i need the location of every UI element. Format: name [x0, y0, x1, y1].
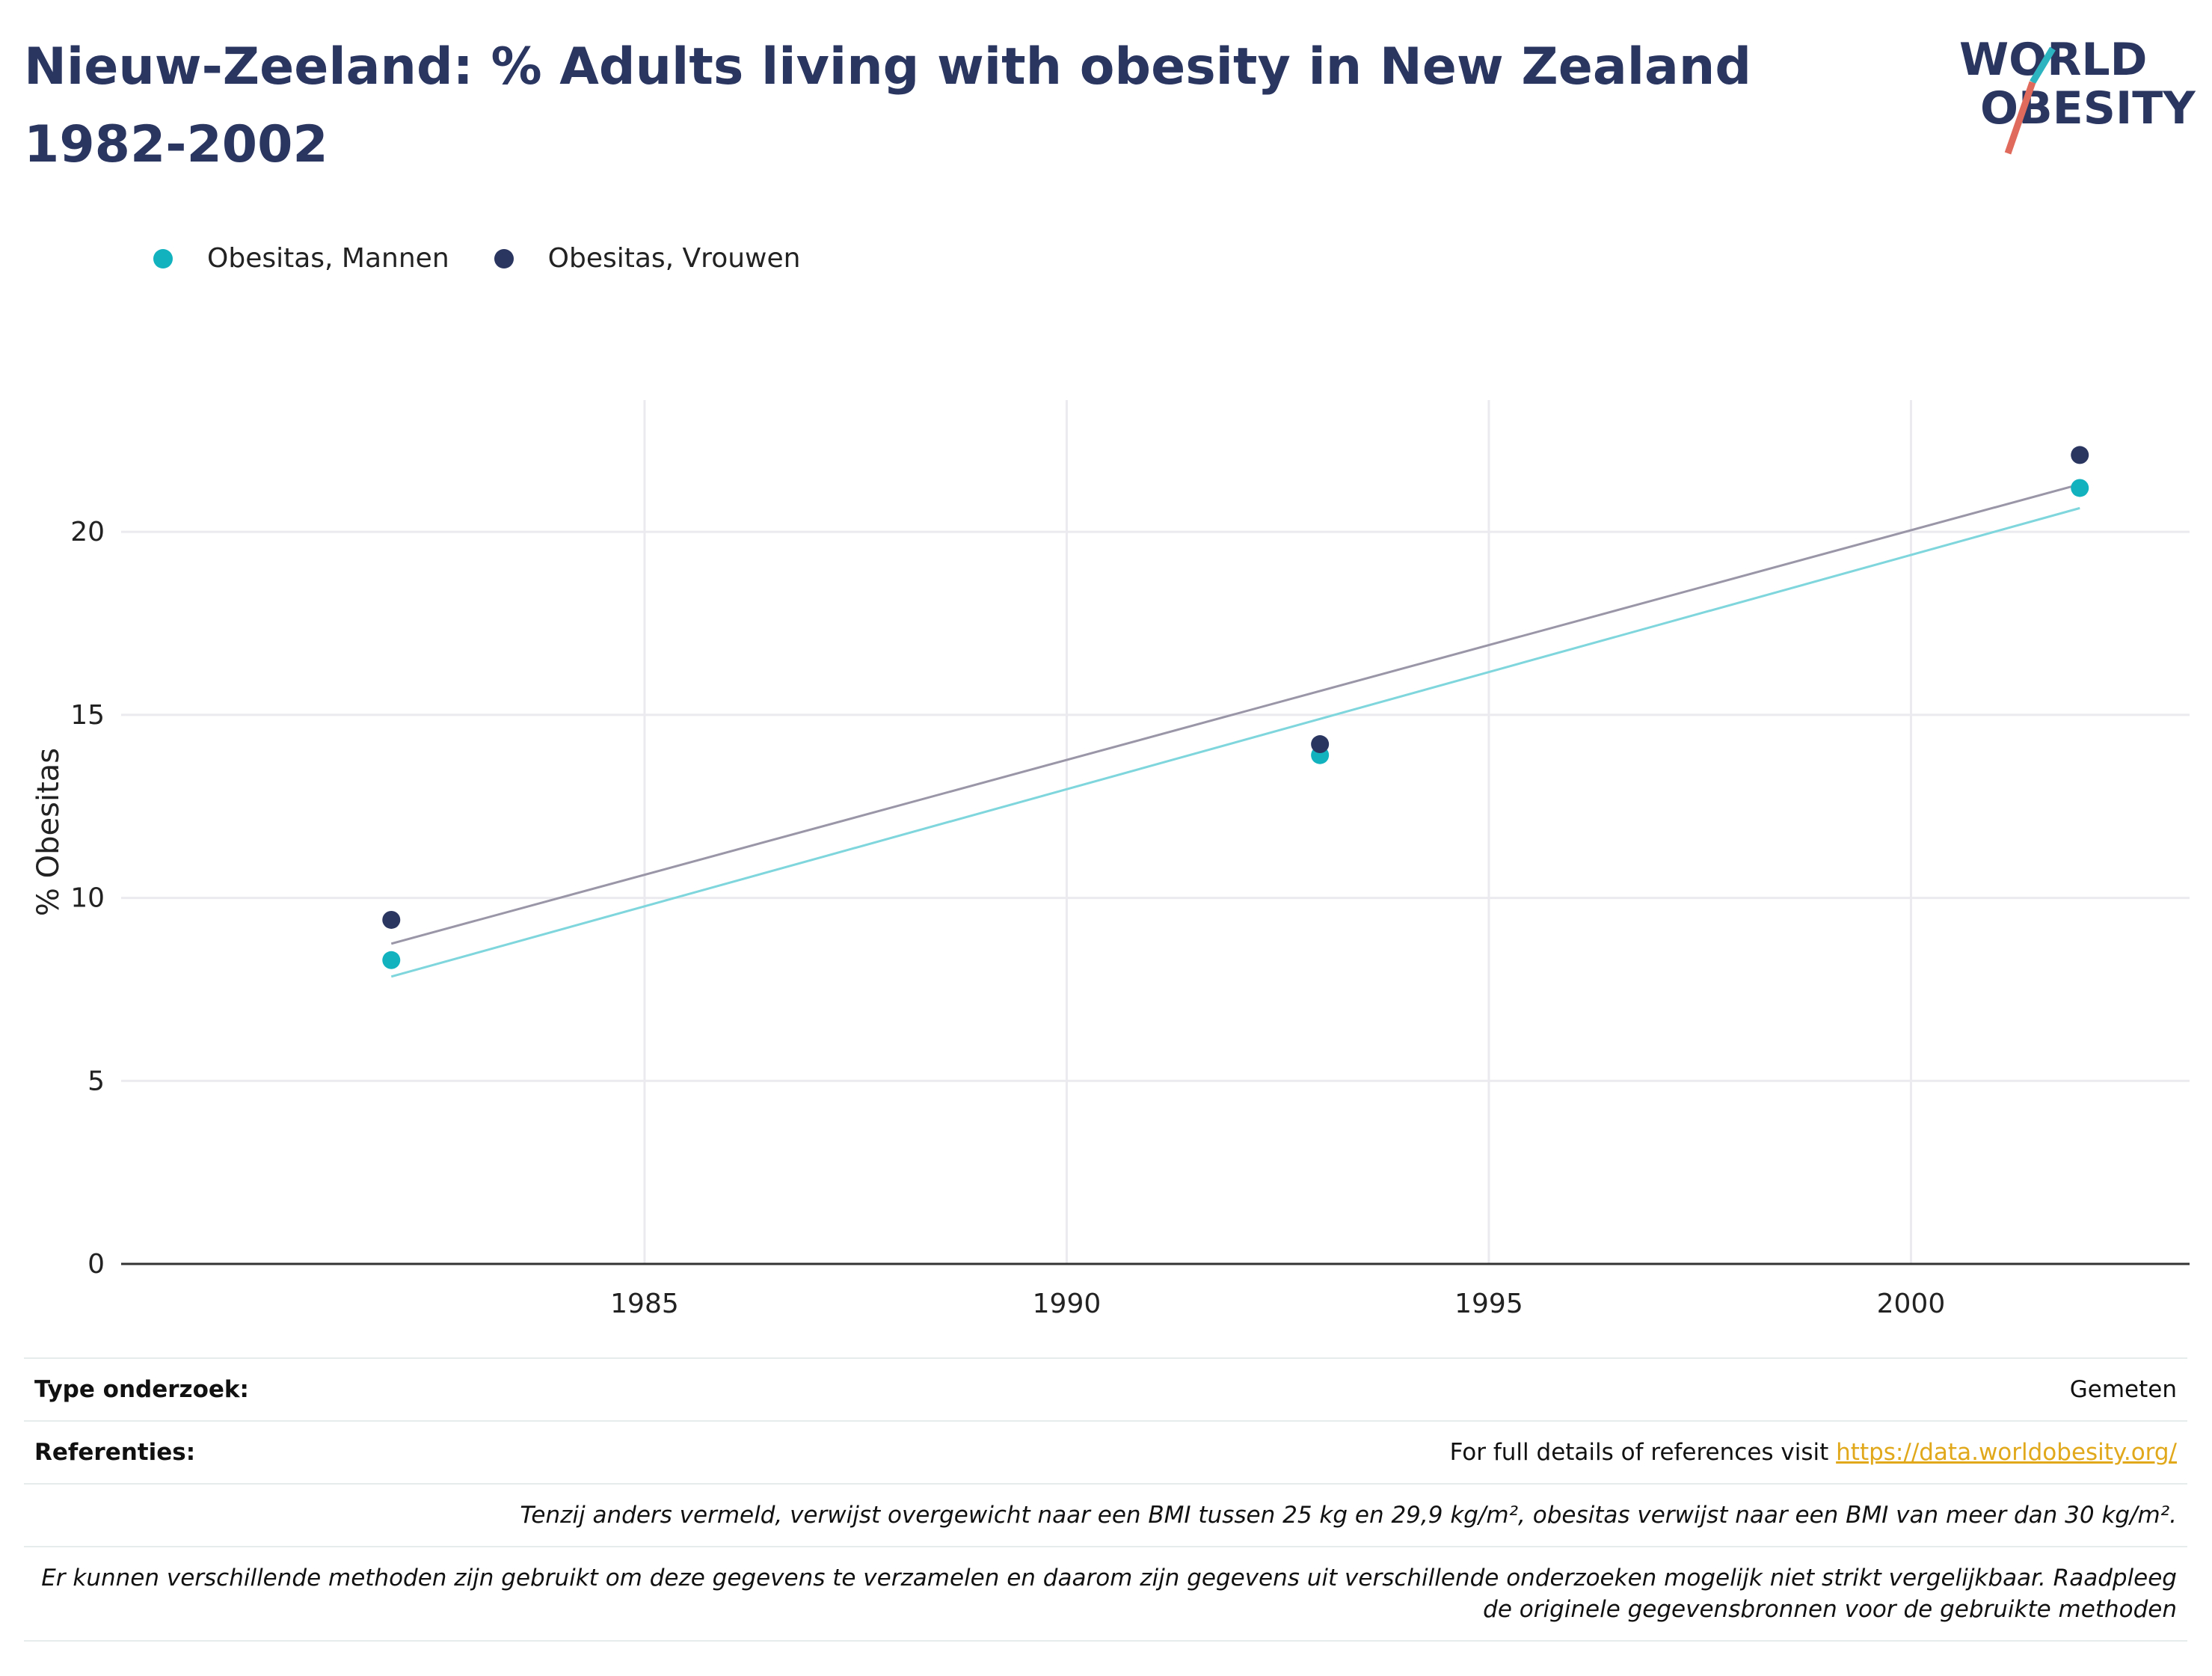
x-tick-label-1995: 1995: [1454, 1289, 1523, 1319]
info-row-note-methods: Er kunnen verschillende methoden zijn ge…: [24, 1546, 2187, 1642]
x-tick-label-2000: 2000: [1877, 1289, 1946, 1319]
legend-label-men: Obesitas, Mannen: [207, 243, 449, 274]
methods-note: Er kunnen verschillende methoden zijn ge…: [41, 1565, 2177, 1623]
legend: Obesitas, Mannen Obesitas, Vrouwen: [153, 243, 845, 274]
data-point-women-2002: [2071, 446, 2089, 464]
data-point-men-1982: [382, 951, 401, 969]
trendline-men: [390, 506, 2080, 978]
data-point-men-2002: [2071, 479, 2089, 497]
data-point-women-1982: [382, 910, 401, 929]
legend-item-men[interactable]: Obesitas, Mannen: [153, 243, 449, 274]
type-value: Gemeten: [2069, 1376, 2177, 1403]
info-row-type: Type onderzoek: Gemeten: [24, 1357, 2187, 1420]
info-row-note-bmi: Tenzij anders vermeld, verwijst overgewi…: [24, 1483, 2187, 1546]
bmi-definition-note: Tenzij anders vermeld, verwijst overgewi…: [520, 1502, 2177, 1529]
legend-item-women[interactable]: Obesitas, Vrouwen: [494, 243, 801, 274]
y-tick-label-5: 5: [87, 1066, 105, 1096]
y-tick-label-0: 0: [87, 1249, 105, 1280]
info-table: Type onderzoek: Gemeten Referenties: For…: [24, 1357, 2187, 1642]
references-text: For full details of references visit: [1449, 1439, 1837, 1466]
y-tick-label-10: 10: [70, 883, 105, 914]
type-label: Type onderzoek:: [34, 1376, 249, 1403]
data-point-women-1993: [1311, 735, 1330, 754]
world-obesity-logo: WORLD OBESITY: [1959, 34, 2196, 155]
references-link[interactable]: https://data.worldobesity.org/: [1836, 1439, 2177, 1466]
obesity-scatter-chart: 1985 1990 1995 2000 0 5 10 15 20 % Obesitas: [31, 400, 2190, 1319]
logo-slash-teal: [2030, 46, 2056, 85]
legend-label-women: Obesitas, Vrouwen: [547, 243, 801, 274]
references-label: Referenties:: [34, 1439, 196, 1466]
legend-marker-men: [153, 248, 173, 268]
y-axis-title: % Obesitas: [31, 748, 66, 916]
legend-marker-women: [494, 248, 514, 268]
x-tick-label-1985: 1985: [610, 1289, 679, 1319]
y-tick-label-20: 20: [70, 517, 105, 547]
logo-slash-red: [2004, 81, 2036, 155]
y-tick-label-15: 15: [70, 700, 105, 731]
references-value: For full details of references visit htt…: [1450, 1439, 2177, 1466]
x-tick-label-1990: 1990: [1033, 1289, 1102, 1319]
page-title: Nieuw-Zeeland: % Adults living with obes…: [24, 37, 1752, 174]
trendline-women: [390, 483, 2080, 945]
info-row-references: Referenties: For full details of referen…: [24, 1420, 2187, 1483]
logo-line-1: WORLD: [1959, 34, 2147, 86]
